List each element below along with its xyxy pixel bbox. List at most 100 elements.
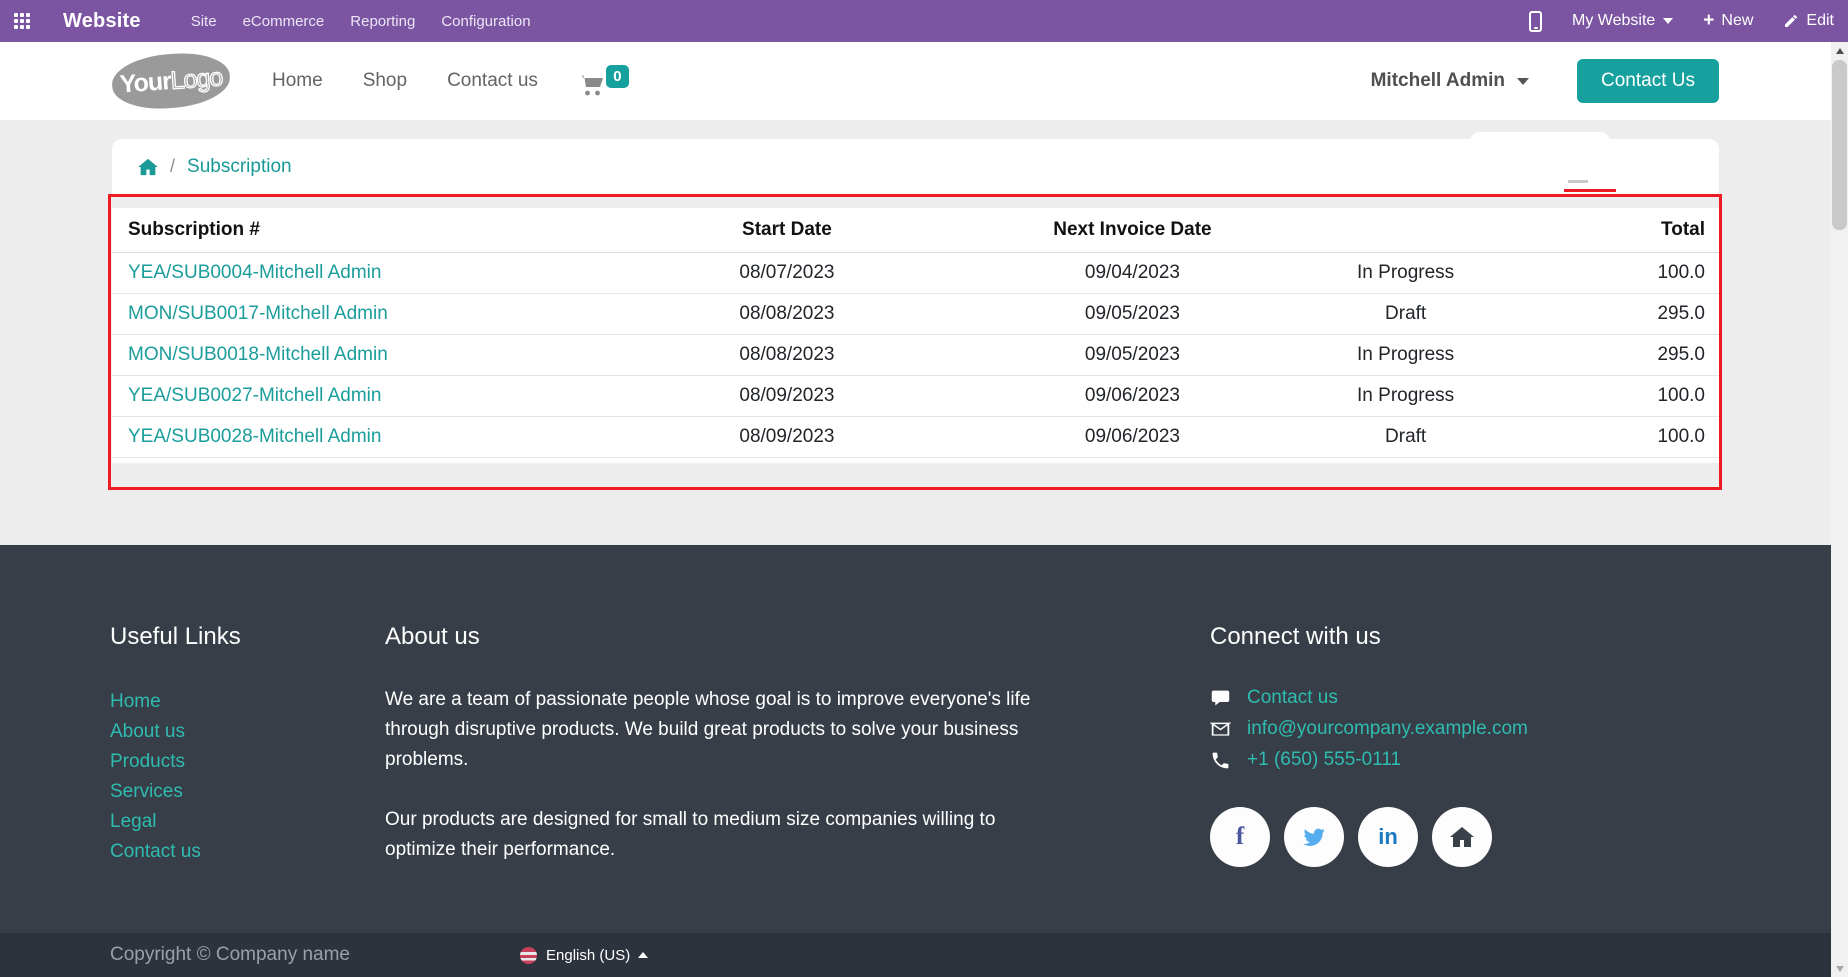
footer-about: About us We are a team of passionate peo… [385,623,1050,865]
mobile-preview-icon[interactable] [1529,10,1543,32]
subscription-link[interactable]: YEA/SUB0028-Mitchell Admin [128,425,382,447]
subscription-link[interactable]: YEA/SUB0004-Mitchell Admin [128,261,382,283]
status-cell: Draft [1301,416,1511,458]
total-cell: 100.0 [1510,416,1719,458]
footer-connect: Connect with us Contact us info@yourcomp… [1210,623,1710,867]
table-row: MON/SUB0017-Mitchell Admin 08/08/2023 09… [112,293,1719,335]
footer: Useful Links Home About us Products Serv… [0,545,1848,933]
site-main-menu: Home Shop Contact us [272,70,538,92]
nav-menu-reporting[interactable]: Reporting [350,12,416,30]
subscription-link[interactable]: MON/SUB0017-Mitchell Admin [128,302,388,324]
footer-link-about-us[interactable]: About us [110,721,185,742]
connect-email[interactable]: info@yourcompany.example.com [1210,718,1710,740]
next-invoice-cell: 09/06/2023 [963,375,1302,417]
scroll-up-arrow[interactable] [1831,42,1848,59]
home-social-button[interactable] [1432,807,1492,867]
col-header-status [1301,208,1511,253]
breadcrumb: / Subscription [112,139,1719,194]
apps-grid-icon[interactable] [14,12,31,30]
cart-button[interactable]: 0 [578,65,629,97]
facebook-icon: f [1235,823,1245,850]
new-button[interactable]: + New [1703,10,1753,32]
next-invoice-cell: 09/06/2023 [963,416,1302,458]
scrollbar-thumb[interactable] [1832,60,1847,230]
site-logo[interactable]: Your Logo [110,49,232,113]
total-cell: 295.0 [1510,334,1719,376]
copyright-text: Copyright © Company name [110,944,350,965]
cart-count-badge: 0 [605,65,629,88]
nav-menu-site[interactable]: Site [190,12,217,30]
chevron-down-icon [1663,18,1674,24]
about-title: About us [385,623,480,650]
menu-home[interactable]: Home [272,70,323,91]
logo-text-logo: Logo [169,62,224,95]
useful-links-title: Useful Links [110,623,241,650]
about-paragraph-1: We are a team of passionate people whose… [385,689,1031,770]
social-links: f in [1210,807,1710,867]
language-label: English (US) [546,946,631,964]
status-cell: In Progress [1301,334,1511,376]
scrollbar[interactable] [1831,42,1848,977]
total-cell: 295.0 [1510,293,1719,335]
nav-menu-configuration[interactable]: Configuration [441,12,531,30]
menu-contact-us[interactable]: Contact us [447,70,538,91]
col-header-total: Total [1510,208,1719,253]
total-cell: 100.0 [1510,252,1719,294]
contact-us-button[interactable]: Contact Us [1577,59,1719,103]
connect-contact-us-label: Contact us [1247,687,1338,708]
linkedin-button[interactable]: in [1358,807,1418,867]
table-row: MON/SUB0018-Mitchell Admin 08/08/2023 09… [112,334,1719,376]
comment-icon [1211,690,1230,705]
footer-link-legal[interactable]: Legal [110,811,157,832]
next-invoice-cell: 09/05/2023 [963,293,1302,335]
col-header-next-invoice: Next Invoice Date [963,208,1302,253]
next-invoice-cell: 09/04/2023 [963,252,1302,294]
breadcrumb-separator: / [170,156,176,176]
twitter-icon [1303,828,1325,846]
footer-link-products[interactable]: Products [110,751,185,772]
navbar-brand[interactable]: Website [63,9,141,32]
subscriptions-table: Subscription # Start Date Next Invoice D… [112,208,1719,458]
pencil-icon [1785,15,1798,27]
start-date-cell: 08/09/2023 [610,416,964,458]
user-menu[interactable]: Mitchell Admin [1371,70,1530,92]
breadcrumb-current[interactable]: Subscription [187,155,292,177]
about-paragraph-2: Our products are designed for small to m… [385,809,996,860]
connect-phone-label: +1 (650) 555-0111 [1247,749,1402,770]
language-selector[interactable]: English (US) [520,946,649,964]
facebook-button[interactable]: f [1210,807,1270,867]
footer-link-services[interactable]: Services [110,781,183,802]
footer-link-home[interactable]: Home [110,691,161,712]
connect-email-label: info@yourcompany.example.com [1247,718,1528,739]
table-row: YEA/SUB0004-Mitchell Admin 08/07/2023 09… [112,252,1719,294]
footer-link-contact-us[interactable]: Contact us [110,841,201,862]
next-invoice-cell: 09/05/2023 [963,334,1302,376]
col-header-subscription: Subscription # [112,208,611,253]
edit-button[interactable]: Edit [1783,12,1834,30]
table-row: YEA/SUB0028-Mitchell Admin 08/09/2023 09… [112,416,1719,458]
linkedin-icon: in [1378,824,1398,849]
website-switcher[interactable]: My Website [1572,12,1674,30]
chevron-up-icon [638,952,649,958]
menu-shop[interactable]: Shop [362,70,408,91]
start-date-cell: 08/07/2023 [610,252,964,294]
subscription-link[interactable]: YEA/SUB0027-Mitchell Admin [128,384,382,406]
connect-contact-us[interactable]: Contact us [1210,687,1710,709]
twitter-button[interactable] [1284,807,1344,867]
connect-phone[interactable]: +1 (650) 555-0111 [1210,749,1710,771]
start-date-cell: 08/09/2023 [610,375,964,417]
nav-menu-ecommerce[interactable]: eCommerce [242,12,325,30]
white-overlay-artifact [1470,132,1616,192]
logo-text-your: Your [118,66,172,99]
subscription-link[interactable]: MON/SUB0018-Mitchell Admin [128,343,388,365]
chevron-down-icon [1517,77,1530,85]
status-cell: In Progress [1301,375,1511,417]
total-cell: 100.0 [1510,375,1719,417]
phone-icon [1212,752,1229,768]
house-icon [1450,827,1474,847]
home-icon[interactable] [138,158,158,176]
backend-navbar: Website Site eCommerce Reporting Configu… [0,0,1848,42]
connect-title: Connect with us [1210,623,1381,650]
scroll-down-arrow[interactable] [1831,960,1848,977]
